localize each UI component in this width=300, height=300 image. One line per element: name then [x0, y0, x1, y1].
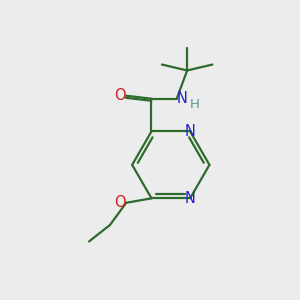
Text: O: O: [115, 195, 126, 210]
Text: O: O: [114, 88, 125, 103]
Text: H: H: [190, 98, 200, 111]
Text: N: N: [185, 124, 196, 139]
Text: N: N: [177, 91, 188, 106]
Text: N: N: [185, 191, 196, 206]
